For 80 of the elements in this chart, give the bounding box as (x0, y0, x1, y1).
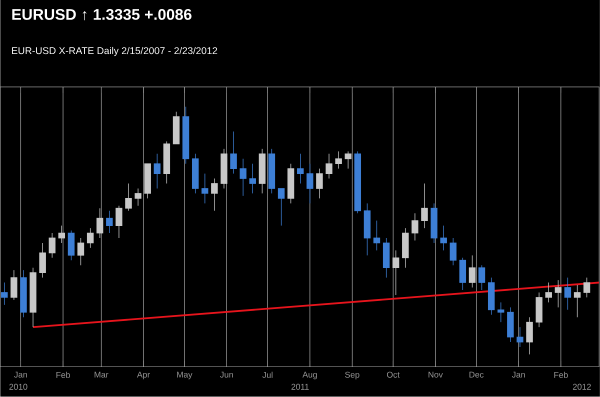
candlestick (30, 267, 36, 328)
candlestick (468, 255, 476, 288)
candlestick (564, 277, 572, 310)
candlestick (258, 148, 266, 194)
candlestick (211, 178, 218, 212)
candlestick (583, 277, 590, 298)
x-tick-label: Mar (94, 372, 108, 378)
candlestick (154, 154, 160, 189)
candlestick (202, 173, 208, 204)
candlestick (39, 242, 46, 278)
x-tick-label: Dec (470, 372, 484, 378)
candlestick (344, 151, 352, 170)
x-tick-label: Jun (220, 372, 233, 378)
candlestick (306, 163, 314, 204)
candlestick (297, 154, 304, 184)
candlestick (125, 183, 132, 212)
candlestick (545, 282, 552, 303)
candlestick (421, 183, 428, 229)
chart-subtitle: EUR-USD X-RATE Daily 2/15/2007 - 2/23/2012 (12, 47, 218, 56)
candlestick (77, 238, 84, 266)
candlestick (240, 158, 246, 196)
candlestick (144, 163, 151, 199)
candlestick (382, 238, 390, 278)
candlestick (163, 141, 170, 184)
candlestick (478, 265, 486, 290)
candlestick (1, 282, 8, 306)
x-tick-label: Aug (302, 372, 317, 380)
candlestick (326, 154, 332, 180)
candlestick (335, 151, 342, 170)
candlestick (68, 230, 75, 261)
candlestick (10, 270, 18, 300)
candlestick (507, 307, 514, 342)
x-tick-label: Sep (345, 372, 360, 380)
candlestick (516, 326, 524, 348)
candlestick (430, 203, 438, 244)
candlestick (58, 225, 66, 244)
x-tick-label: Nov (428, 372, 443, 378)
x-tick-label: Jan (512, 372, 525, 378)
candlestick (574, 284, 581, 318)
candlestick (364, 203, 371, 256)
candlestick (392, 250, 400, 296)
text: 2012 (572, 384, 591, 390)
candlestick (278, 188, 285, 226)
candlestick (498, 302, 504, 323)
candlestick (287, 163, 294, 204)
x-tick-label: Apr (136, 372, 150, 380)
x-tick-label: Jan (14, 372, 27, 378)
candlestick (20, 270, 27, 318)
chart-title: EURUSD ↑ 1.3335 +.0086 (12, 9, 192, 20)
candlestick (96, 208, 104, 238)
x-tick-label: Oct (386, 372, 400, 378)
x-tick-label: Feb (554, 372, 568, 378)
text: 2011 (291, 384, 309, 390)
candlestick (230, 131, 237, 174)
x-tick-label: May (177, 372, 192, 380)
candlestick (402, 228, 409, 268)
candlestick (182, 106, 190, 164)
candlestick (488, 277, 495, 316)
candlestick (450, 238, 456, 266)
candlestick (48, 232, 56, 258)
candlestick (192, 154, 199, 194)
candlestick (316, 168, 323, 199)
x-tick-label: Feb (56, 372, 70, 378)
candlestick (440, 225, 447, 251)
candlestick (526, 317, 533, 355)
candlestick (354, 151, 362, 214)
candlestick (172, 111, 180, 144)
candlestick (134, 188, 142, 206)
candlestick (220, 148, 228, 189)
candlestick (412, 213, 418, 241)
candlestick (536, 292, 542, 328)
x-tick-label: Jul (262, 372, 272, 378)
candlestick (268, 148, 276, 194)
text: 2010 (9, 384, 28, 390)
candlestick (116, 206, 122, 238)
candlestick (373, 220, 380, 251)
candlestick (459, 258, 466, 290)
candlestick (249, 163, 256, 194)
candlestick (86, 228, 94, 248)
candlestick (106, 210, 113, 234)
